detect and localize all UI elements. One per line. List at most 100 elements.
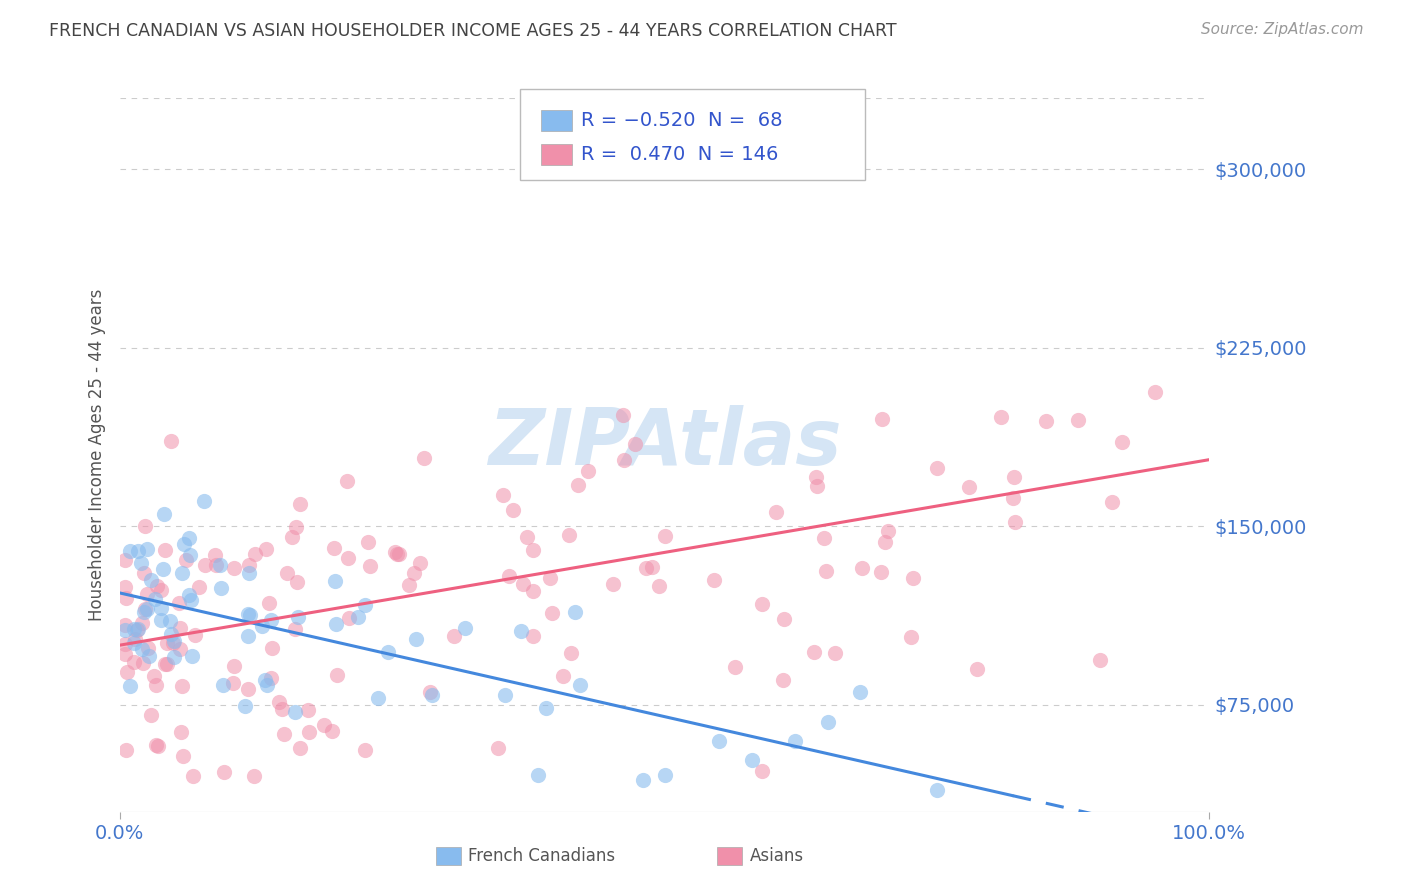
Point [648,579,671,593]
Point [149,600,172,615]
Point [143,669,166,683]
Point [284,706,307,720]
Text: FRENCH CANADIAN VS ASIAN HOUSEHOLDER INCOME AGES 25 - 44 YEARS CORRELATION CHART: FRENCH CANADIAN VS ASIAN HOUSEHOLDER INC… [49,22,897,40]
Point [159,614,181,628]
Point [170,679,193,693]
Point [222,561,245,575]
Point [122,655,145,669]
Point [284,520,307,534]
Point [136,542,159,557]
Point [173,536,195,550]
Point [179,531,201,545]
Point [325,616,347,631]
Point [236,682,259,697]
Point [114,742,136,756]
Point [1111,435,1133,450]
Point [354,598,377,612]
Point [262,640,284,655]
Point [707,733,730,747]
Point [132,566,155,581]
Point [181,769,204,783]
Point [336,551,359,566]
Point [273,727,295,741]
Point [117,665,139,680]
Point [135,602,157,616]
Point [872,412,894,426]
Point [222,675,245,690]
Point [624,437,647,451]
Point [568,678,591,692]
Point [1090,653,1112,667]
Point [385,547,408,561]
Point [813,531,835,545]
Point [869,565,891,579]
Point [367,690,389,705]
Point [398,578,420,592]
Point [1143,385,1166,400]
Point [114,553,136,567]
Point [267,695,290,709]
Point [553,668,575,682]
Point [1067,412,1090,426]
Point [959,480,981,494]
Point [204,548,226,562]
Point [703,573,725,587]
Point [900,630,922,644]
Point [114,623,136,637]
Point [115,591,138,606]
Point [419,685,441,699]
Point [357,535,380,549]
Point [538,570,561,584]
Y-axis label: Householder Income Ages 25 - 44 years: Householder Income Ages 25 - 44 years [87,289,105,621]
Point [772,673,794,688]
Point [314,718,336,732]
Point [145,738,167,752]
Point [612,453,634,467]
Point [804,470,827,484]
Point [527,767,550,781]
Point [377,645,399,659]
Point [132,605,155,619]
Point [252,619,274,633]
Point [169,641,191,656]
Point [498,569,520,583]
Point [814,564,837,578]
Point [654,528,676,542]
Point [167,596,190,610]
Point [156,657,179,672]
Point [211,678,233,692]
Point [325,668,347,682]
Point [136,587,159,601]
Text: ZIPAtlas: ZIPAtlas [488,405,841,481]
Point [181,649,204,664]
Point [160,627,183,641]
Point [238,566,260,580]
Point [849,685,872,699]
Point [129,556,152,570]
Point [152,562,174,576]
Point [631,773,654,788]
Point [131,642,153,657]
Point [163,650,186,665]
Point [155,543,177,558]
Point [136,640,159,655]
Point [254,541,277,556]
Point [183,628,205,642]
Point [239,608,262,623]
Point [193,493,215,508]
Point [298,725,321,739]
Text: Asians: Asians [749,847,803,865]
Point [641,560,664,574]
Point [284,622,307,636]
Point [765,505,787,519]
Point [509,624,531,638]
Point [336,475,359,489]
Point [120,679,142,693]
Point [772,612,794,626]
Point [281,531,304,545]
Point [139,573,162,587]
Point [287,610,309,624]
Point [208,558,231,573]
Point [150,582,173,597]
Point [576,465,599,479]
